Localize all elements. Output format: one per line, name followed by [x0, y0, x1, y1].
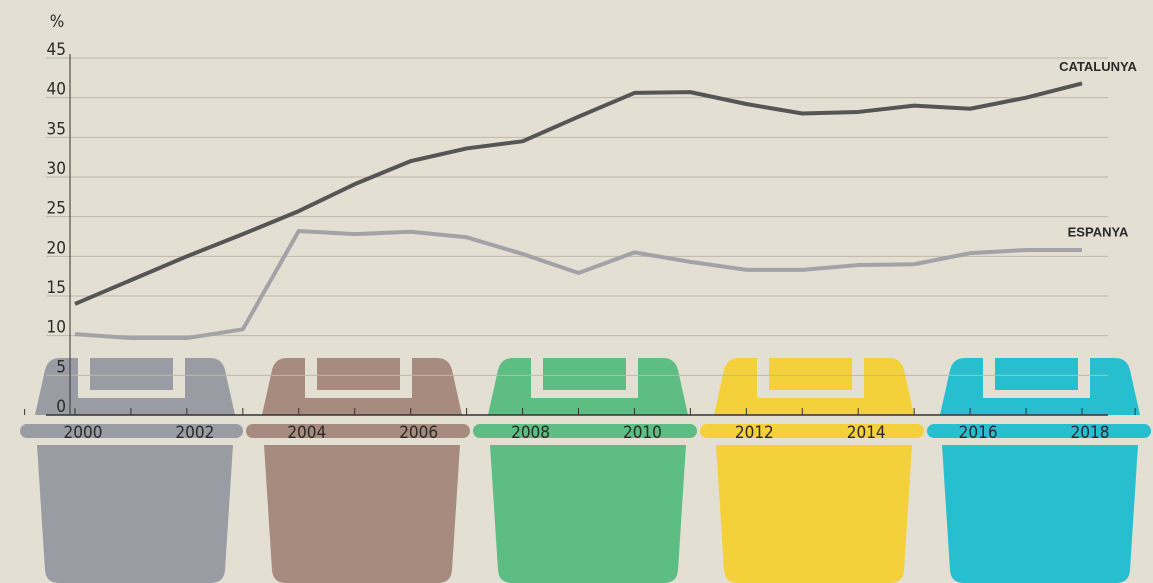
series-line — [75, 231, 1082, 338]
bin-handle-inner — [317, 358, 400, 390]
y-tick-label: 0 — [56, 397, 66, 417]
series-label: ESPANYA — [1068, 224, 1129, 239]
series-label: CATALUNYA — [1059, 59, 1137, 74]
series-line — [75, 83, 1082, 304]
y-tick-label: 35 — [47, 119, 66, 139]
bin-handle-inner — [90, 358, 173, 390]
bin-body — [264, 445, 460, 583]
x-tick-label: 2004 — [287, 423, 326, 443]
y-tick-label: 30 — [47, 159, 66, 179]
x-tick-label: 2006 — [399, 423, 438, 443]
x-tick-label: 2010 — [623, 423, 662, 443]
x-tick-label: 2018 — [1071, 423, 1110, 443]
y-axis-label: % — [50, 12, 65, 32]
x-tick-label: 2002 — [175, 423, 214, 443]
y-tick-label: 5 — [56, 357, 66, 377]
bin-handle-inner — [995, 358, 1078, 390]
x-tick-label: 2012 — [735, 423, 774, 443]
bins-decoration — [20, 358, 1151, 583]
bin-body — [716, 445, 912, 583]
y-tick-label: 40 — [47, 80, 66, 100]
y-tick-label: 20 — [47, 238, 66, 258]
y-tick-label: 25 — [47, 199, 66, 219]
bin-handle-inner — [543, 358, 626, 390]
x-tick-label: 2016 — [959, 423, 998, 443]
bin-body — [942, 445, 1138, 583]
x-tick-label: 2000 — [64, 423, 103, 443]
x-tick-label: 2008 — [511, 423, 550, 443]
bin-stripe — [473, 424, 697, 438]
bin-body — [490, 445, 686, 583]
x-tick-label: 2014 — [847, 423, 886, 443]
bin-stripe — [700, 424, 924, 438]
bin-handle-inner — [769, 358, 852, 390]
bin-body — [37, 445, 233, 583]
y-tick-label: 10 — [47, 318, 66, 338]
chart: 0 5 10 15 20 25 30 35 40 45 2000 2002 2004 2006 2008 20… — [0, 0, 1153, 583]
y-tick-label: 15 — [47, 278, 66, 298]
y-tick-label: 45 — [47, 40, 66, 60]
